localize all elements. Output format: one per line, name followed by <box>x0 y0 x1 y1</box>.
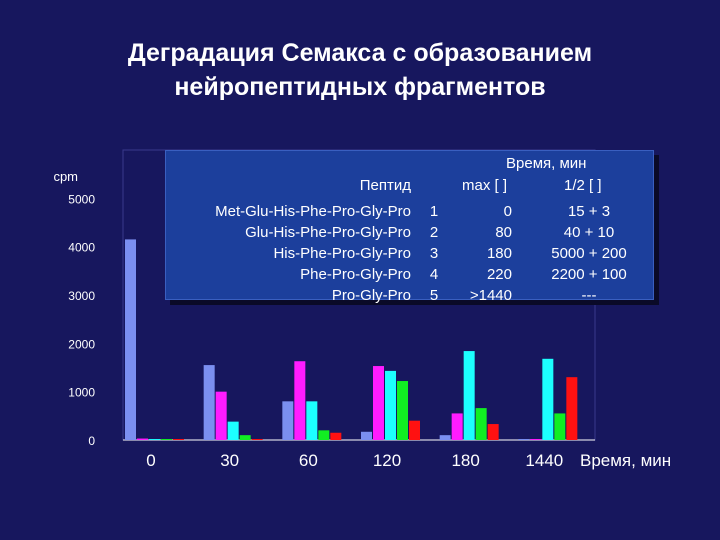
slide-title: Деградация Семакса с образованием нейроп… <box>0 36 720 104</box>
title-line-2: нейропептидных фрагментов <box>174 73 546 101</box>
x-tick-labels: 0 30 60 120 180 1440 <box>146 451 563 470</box>
x-tick-label: 180 <box>451 451 479 470</box>
bar-series-5-1440 <box>566 377 578 440</box>
bar-series-1-60 <box>282 401 294 440</box>
bar-series-4-30 <box>239 435 251 440</box>
bar-series-2-60 <box>294 361 306 440</box>
legend-half-2: 40 + 10 <box>563 224 615 241</box>
bar-series-2-180 <box>451 413 463 440</box>
bar-series-4-60 <box>318 430 330 440</box>
bar-series-3-0 <box>149 439 160 440</box>
bar-series-5-180 <box>487 424 499 440</box>
legend-half-3: 5000 + 200 <box>551 245 627 262</box>
header-half: 1/2 [ ] <box>564 177 602 194</box>
bar-series-2-0 <box>137 438 148 440</box>
bars <box>125 239 578 440</box>
legend-max-4: 220 <box>486 266 512 283</box>
y-tick-label: 0 <box>88 434 95 448</box>
legend-peptide-2: Glu-His-Phe-Pro-Gly-Pro <box>245 224 411 241</box>
bar-series-2-1440 <box>530 439 542 440</box>
legend-peptide-4: Phe-Pro-Gly-Pro <box>300 266 411 283</box>
legend-half-4: 2200 + 100 <box>551 266 627 283</box>
bar-series-5-30 <box>251 439 263 440</box>
bar-series-3-180 <box>463 351 475 440</box>
legend-peptide-1: Met-Glu-His-Phe-Pro-Gly-Pro <box>215 203 411 220</box>
legend-half-1: 15 + 3 <box>567 203 611 220</box>
y-tick-label: 3000 <box>68 289 95 303</box>
legend-peptide-3: His-Phe-Pro-Gly-Pro <box>273 245 411 262</box>
x-tick-label: 30 <box>220 451 239 470</box>
legend-num-3: 3 <box>429 245 439 262</box>
bar-series-5-120 <box>409 420 420 440</box>
bar-series-1-1440 <box>518 439 530 440</box>
legend-max-5: >1440 <box>469 287 512 304</box>
bar-series-1-180 <box>439 435 451 440</box>
bar-series-3-1440 <box>542 358 554 440</box>
y-tick-label: 2000 <box>68 337 95 351</box>
legend-max-2: 80 <box>495 224 512 241</box>
x-tick-label: 1440 <box>525 451 563 470</box>
y-tick-label: 1000 <box>68 386 95 400</box>
legend-peptide-5: Pro-Gly-Pro <box>331 287 411 304</box>
bar-series-1-0 <box>125 239 136 440</box>
header-max: max [ ] <box>462 177 508 194</box>
bar-series-4-120 <box>397 381 408 440</box>
bar-series-1-120 <box>361 431 372 440</box>
y-axis-label: cpm <box>53 169 78 184</box>
bar-series-4-1440 <box>554 413 566 440</box>
x-tick-label: 0 <box>146 451 155 470</box>
bar-series-4-0 <box>161 439 172 440</box>
bar-series-3-30 <box>227 421 239 440</box>
legend-num-4: 4 <box>429 266 439 283</box>
header-time: Время, мин <box>506 155 587 172</box>
bar-series-1-30 <box>203 365 215 440</box>
title-line-1: Деградация Семакса с образованием <box>127 39 593 67</box>
legend-max-1: 0 <box>503 203 512 220</box>
y-tick-label: 5000 <box>68 192 95 206</box>
legend-num-2: 2 <box>429 224 439 241</box>
x-tick-label: 60 <box>299 451 318 470</box>
bar-series-4-180 <box>475 408 487 440</box>
bar-series-2-30 <box>215 391 227 440</box>
bar-series-2-120 <box>373 366 384 440</box>
bar-series-3-120 <box>385 370 396 440</box>
bar-series-5-60 <box>330 432 342 440</box>
legend-num-1: 1 <box>429 203 439 220</box>
bar-series-3-60 <box>306 401 318 440</box>
bar-series-5-0 <box>173 439 184 440</box>
x-tick-label: 120 <box>373 451 401 470</box>
header-peptide: Пептид <box>359 177 411 194</box>
y-tick-labels: 0 1000 2000 3000 4000 5000 <box>68 192 95 448</box>
legend-num-5: 5 <box>429 287 439 304</box>
legend-half-5: --- <box>581 287 597 304</box>
peptide-legend-table: Время, мин Пептид max [ ] 1/2 [ ] Met-Gl… <box>165 150 654 304</box>
x-axis-label: Время, мин <box>580 451 671 470</box>
y-tick-label: 4000 <box>68 241 95 255</box>
legend-max-3: 180 <box>486 245 512 262</box>
